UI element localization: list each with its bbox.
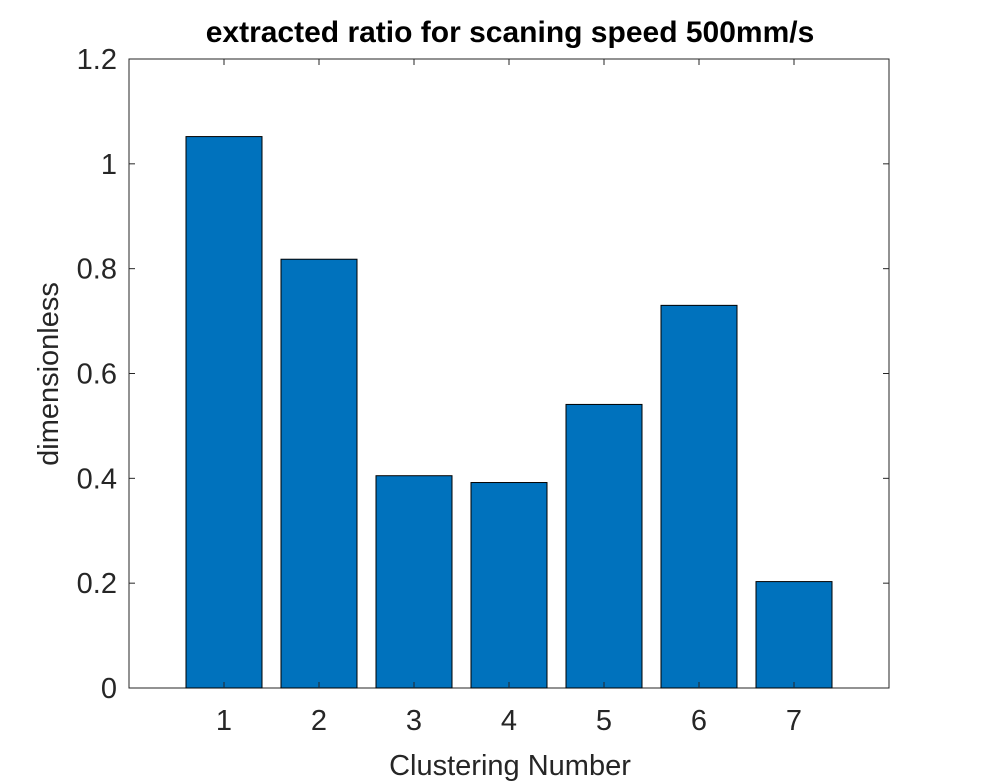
x-tick-label-4: 4 [501,705,517,737]
x-tick-label-7: 7 [786,705,802,737]
bar-3 [375,475,453,689]
y-tick-label-0.2: 0.2 [77,568,117,600]
x-axis-label: Clustering Number [389,750,631,782]
y-tick-label-0.6: 0.6 [77,359,117,391]
y-tick-label-1: 1 [101,149,117,181]
x-tick-label-3: 3 [406,705,422,737]
x-tick-label-1: 1 [216,705,232,737]
bar-6 [660,304,738,689]
x-tick-label-2: 2 [311,705,327,737]
bar-2 [280,258,358,689]
x-tick-label-5: 5 [596,705,612,737]
chart-title: extracted ratio for scaning speed 500mm/… [206,16,815,49]
bar-7 [755,581,833,689]
y-tick-label-0: 0 [101,673,117,705]
x-axis-ticks: 1 2 3 4 5 6 7 [216,59,802,737]
bar-1 [185,136,263,689]
bar-5 [565,403,643,689]
y-axis-ticks: 0 0.2 0.4 0.6 0.8 1 1.2 [77,44,889,705]
y-axis-label: dimensionless [33,282,65,466]
y-tick-label-0.4: 0.4 [77,463,117,495]
x-tick-label-6: 6 [691,705,707,737]
y-tick-label-0.8: 0.8 [77,254,117,286]
bar-4 [470,482,548,689]
y-tick-label-1.2: 1.2 [77,44,117,76]
bars-group [185,136,833,689]
